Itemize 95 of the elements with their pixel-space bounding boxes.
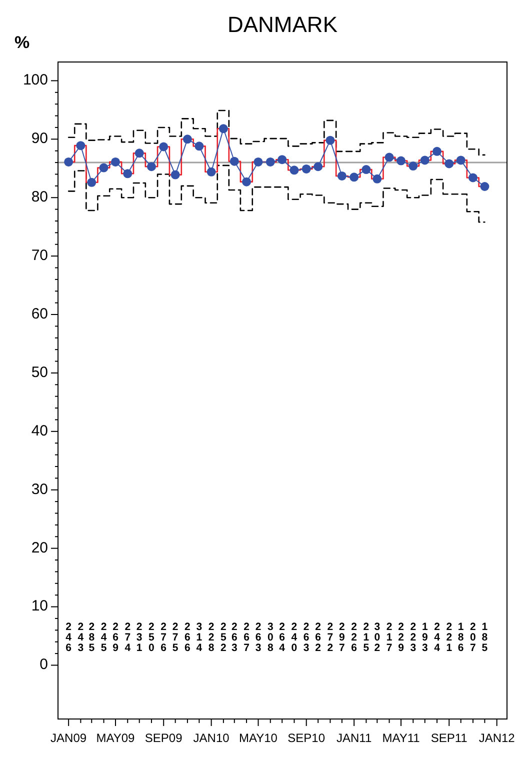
point bbox=[182, 134, 192, 144]
point bbox=[337, 171, 346, 180]
x-tick-label: SEP09 bbox=[144, 731, 183, 746]
y-tick-label: 20 bbox=[31, 539, 48, 556]
annotation: 263 bbox=[303, 621, 310, 654]
x-tick-label: MAY09 bbox=[96, 731, 136, 746]
point bbox=[206, 167, 216, 176]
annotation: 267 bbox=[244, 621, 250, 654]
annotation: 246 bbox=[66, 621, 72, 654]
annotation: 245 bbox=[100, 621, 107, 654]
annotation: 297 bbox=[339, 621, 346, 654]
point bbox=[266, 157, 275, 166]
annotation: 269 bbox=[112, 621, 119, 654]
point bbox=[278, 155, 287, 164]
annotation: 272 bbox=[327, 621, 334, 654]
annotation: 221 bbox=[446, 621, 452, 654]
y-tick-label: 10 bbox=[31, 598, 48, 615]
annotation: 262 bbox=[315, 621, 322, 654]
x-tick-label: JAN09 bbox=[50, 731, 87, 746]
point bbox=[218, 124, 228, 134]
x-tick-label: SEP10 bbox=[288, 731, 326, 746]
point bbox=[290, 166, 299, 175]
x-tick-label: MAY10 bbox=[239, 731, 278, 746]
annotation: 314 bbox=[196, 621, 202, 654]
y-tick-label: 70 bbox=[31, 247, 48, 264]
point bbox=[242, 177, 252, 186]
y-tick-label: 30 bbox=[31, 480, 48, 498]
annotation: 243 bbox=[78, 621, 84, 654]
point bbox=[384, 152, 394, 162]
annotation: 223 bbox=[410, 621, 416, 654]
annotation: 285 bbox=[88, 621, 95, 654]
point bbox=[99, 163, 108, 172]
x-tick-label: MAY11 bbox=[382, 731, 420, 746]
annotation: 308 bbox=[267, 621, 274, 654]
annotation: 229 bbox=[398, 621, 404, 654]
point bbox=[468, 173, 478, 182]
annotation: 276 bbox=[160, 621, 167, 654]
annotation: 264 bbox=[279, 621, 286, 654]
annotation: 302 bbox=[374, 621, 380, 654]
point bbox=[87, 178, 96, 187]
y-tick-label: 50 bbox=[31, 364, 48, 381]
point bbox=[254, 157, 263, 166]
point bbox=[396, 156, 406, 166]
y-tick-label: 80 bbox=[31, 188, 48, 206]
annotation: 250 bbox=[148, 621, 155, 654]
point bbox=[123, 169, 132, 178]
y-tick-label: 60 bbox=[31, 305, 48, 322]
y-tick-label: 100 bbox=[22, 72, 48, 89]
annotation: 207 bbox=[470, 621, 476, 654]
point bbox=[420, 156, 430, 165]
annotation: 274 bbox=[124, 621, 131, 654]
annotation: 226 bbox=[351, 621, 358, 654]
point bbox=[480, 182, 490, 192]
y-axis-title: % bbox=[14, 33, 30, 52]
y-tick-label: 90 bbox=[31, 130, 48, 148]
point bbox=[444, 159, 454, 168]
point bbox=[432, 146, 442, 156]
annotation: 231 bbox=[136, 621, 142, 654]
annotation: 240 bbox=[291, 621, 298, 654]
annotation: 228 bbox=[208, 621, 214, 654]
point bbox=[314, 162, 323, 172]
chart-title: DANMARK bbox=[227, 12, 338, 37]
annotation: 263 bbox=[255, 621, 262, 654]
point bbox=[170, 170, 180, 180]
point bbox=[350, 172, 359, 182]
point bbox=[64, 157, 74, 166]
x-tick-label: SEP11 bbox=[430, 731, 468, 746]
point bbox=[110, 157, 120, 166]
annotation: 185 bbox=[482, 621, 488, 654]
annotation: 263 bbox=[231, 621, 238, 654]
point bbox=[362, 165, 371, 174]
point bbox=[302, 164, 311, 174]
annotation: 215 bbox=[363, 621, 370, 654]
x-tick-label: JAN12 bbox=[478, 731, 516, 746]
point bbox=[326, 136, 335, 145]
point bbox=[194, 142, 204, 151]
annotation: 193 bbox=[422, 621, 428, 654]
annotation: 266 bbox=[184, 621, 191, 654]
annotation: 186 bbox=[458, 621, 464, 654]
point bbox=[408, 162, 418, 171]
point bbox=[134, 148, 144, 158]
y-tick-label: 0 bbox=[40, 656, 48, 674]
point bbox=[76, 141, 86, 150]
x-tick-label: JAN11 bbox=[336, 731, 372, 746]
point bbox=[456, 156, 466, 165]
point bbox=[372, 174, 382, 184]
annotation: 217 bbox=[386, 621, 392, 654]
annotation: 244 bbox=[434, 621, 440, 654]
y-tick-label: 40 bbox=[31, 422, 48, 440]
point bbox=[146, 162, 156, 172]
point bbox=[159, 142, 168, 152]
annotation: 275 bbox=[172, 621, 178, 654]
annotation: 252 bbox=[220, 621, 227, 654]
point bbox=[230, 156, 239, 166]
x-tick-label: JAN10 bbox=[193, 731, 230, 746]
